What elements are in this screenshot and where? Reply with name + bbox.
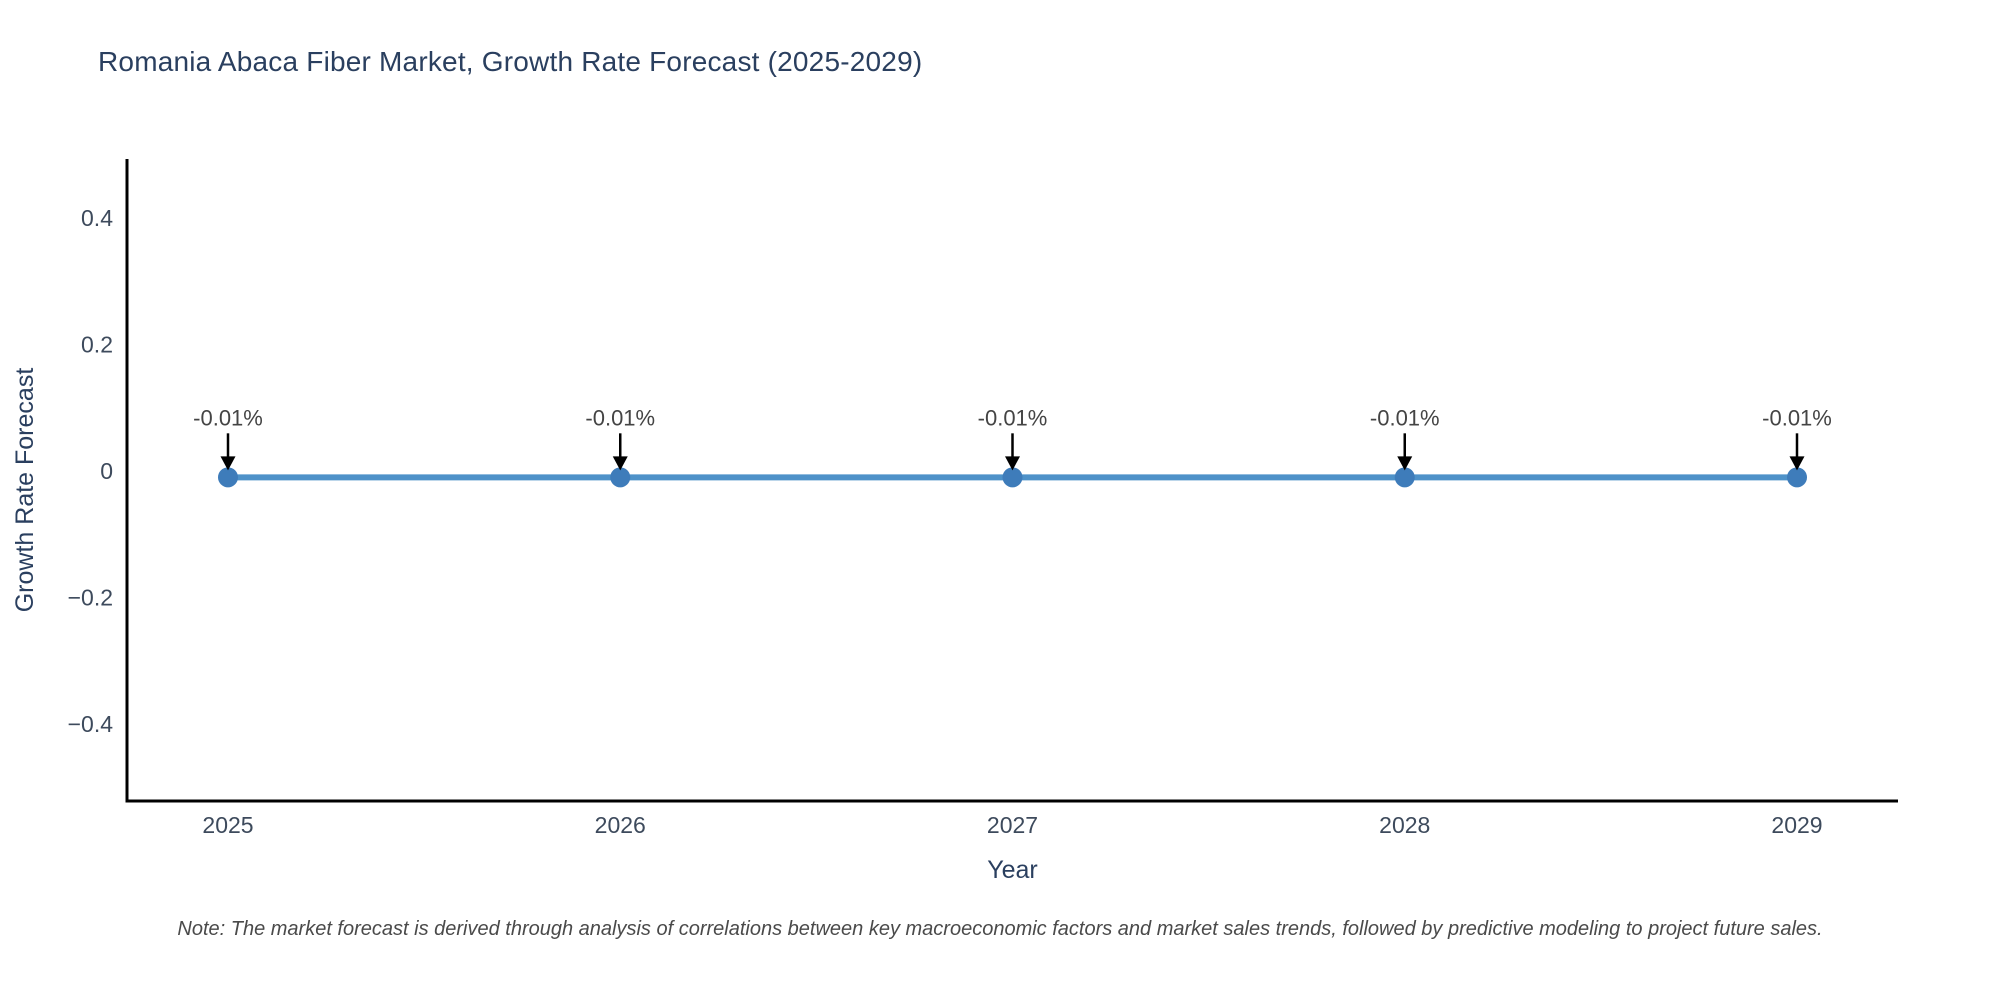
annotation-arrowhead	[612, 456, 628, 471]
y-tick-label: 0	[100, 458, 113, 484]
x-tick-label: 2025	[202, 812, 253, 838]
x-axis-title: Year	[987, 856, 1038, 884]
x-tick-label: 2027	[987, 812, 1038, 838]
annotation-arrowhead	[1397, 456, 1413, 471]
chart-footnote: Note: The market forecast is derived thr…	[177, 918, 1823, 940]
point-annotation: -0.01%	[585, 405, 655, 430]
y-tick-label: 0.2	[81, 332, 113, 358]
x-tick-label: 2029	[1771, 812, 1822, 838]
data-point	[218, 467, 238, 488]
y-axis-title: Growth Rate Forecast	[11, 368, 39, 613]
y-tick-label: 0.4	[81, 205, 113, 231]
annotation-arrowhead	[220, 456, 236, 471]
x-tick-label: 2028	[1379, 812, 1430, 838]
data-point	[1002, 467, 1023, 488]
point-annotation: -0.01%	[193, 405, 263, 430]
point-annotation: -0.01%	[978, 405, 1048, 430]
point-annotation: -0.01%	[1370, 405, 1440, 430]
data-point	[1787, 467, 1807, 488]
data-point	[1394, 467, 1415, 488]
chart-title: Romania Abaca Fiber Market, Growth Rate …	[98, 46, 923, 77]
annotation-arrowhead	[1005, 456, 1020, 471]
plot-canvas: 0.4 0.2 0 −0.2 −0.4 2025 2026 2027 2028 2029 Year G…	[11, 159, 1898, 884]
data-point	[610, 467, 631, 488]
x-tick-label: 2026	[595, 812, 646, 838]
annotation-arrowhead	[1789, 456, 1805, 471]
y-tick-label: −0.2	[68, 585, 113, 611]
y-tick-label: −0.4	[68, 711, 114, 737]
point-annotation: -0.01%	[1762, 405, 1832, 430]
